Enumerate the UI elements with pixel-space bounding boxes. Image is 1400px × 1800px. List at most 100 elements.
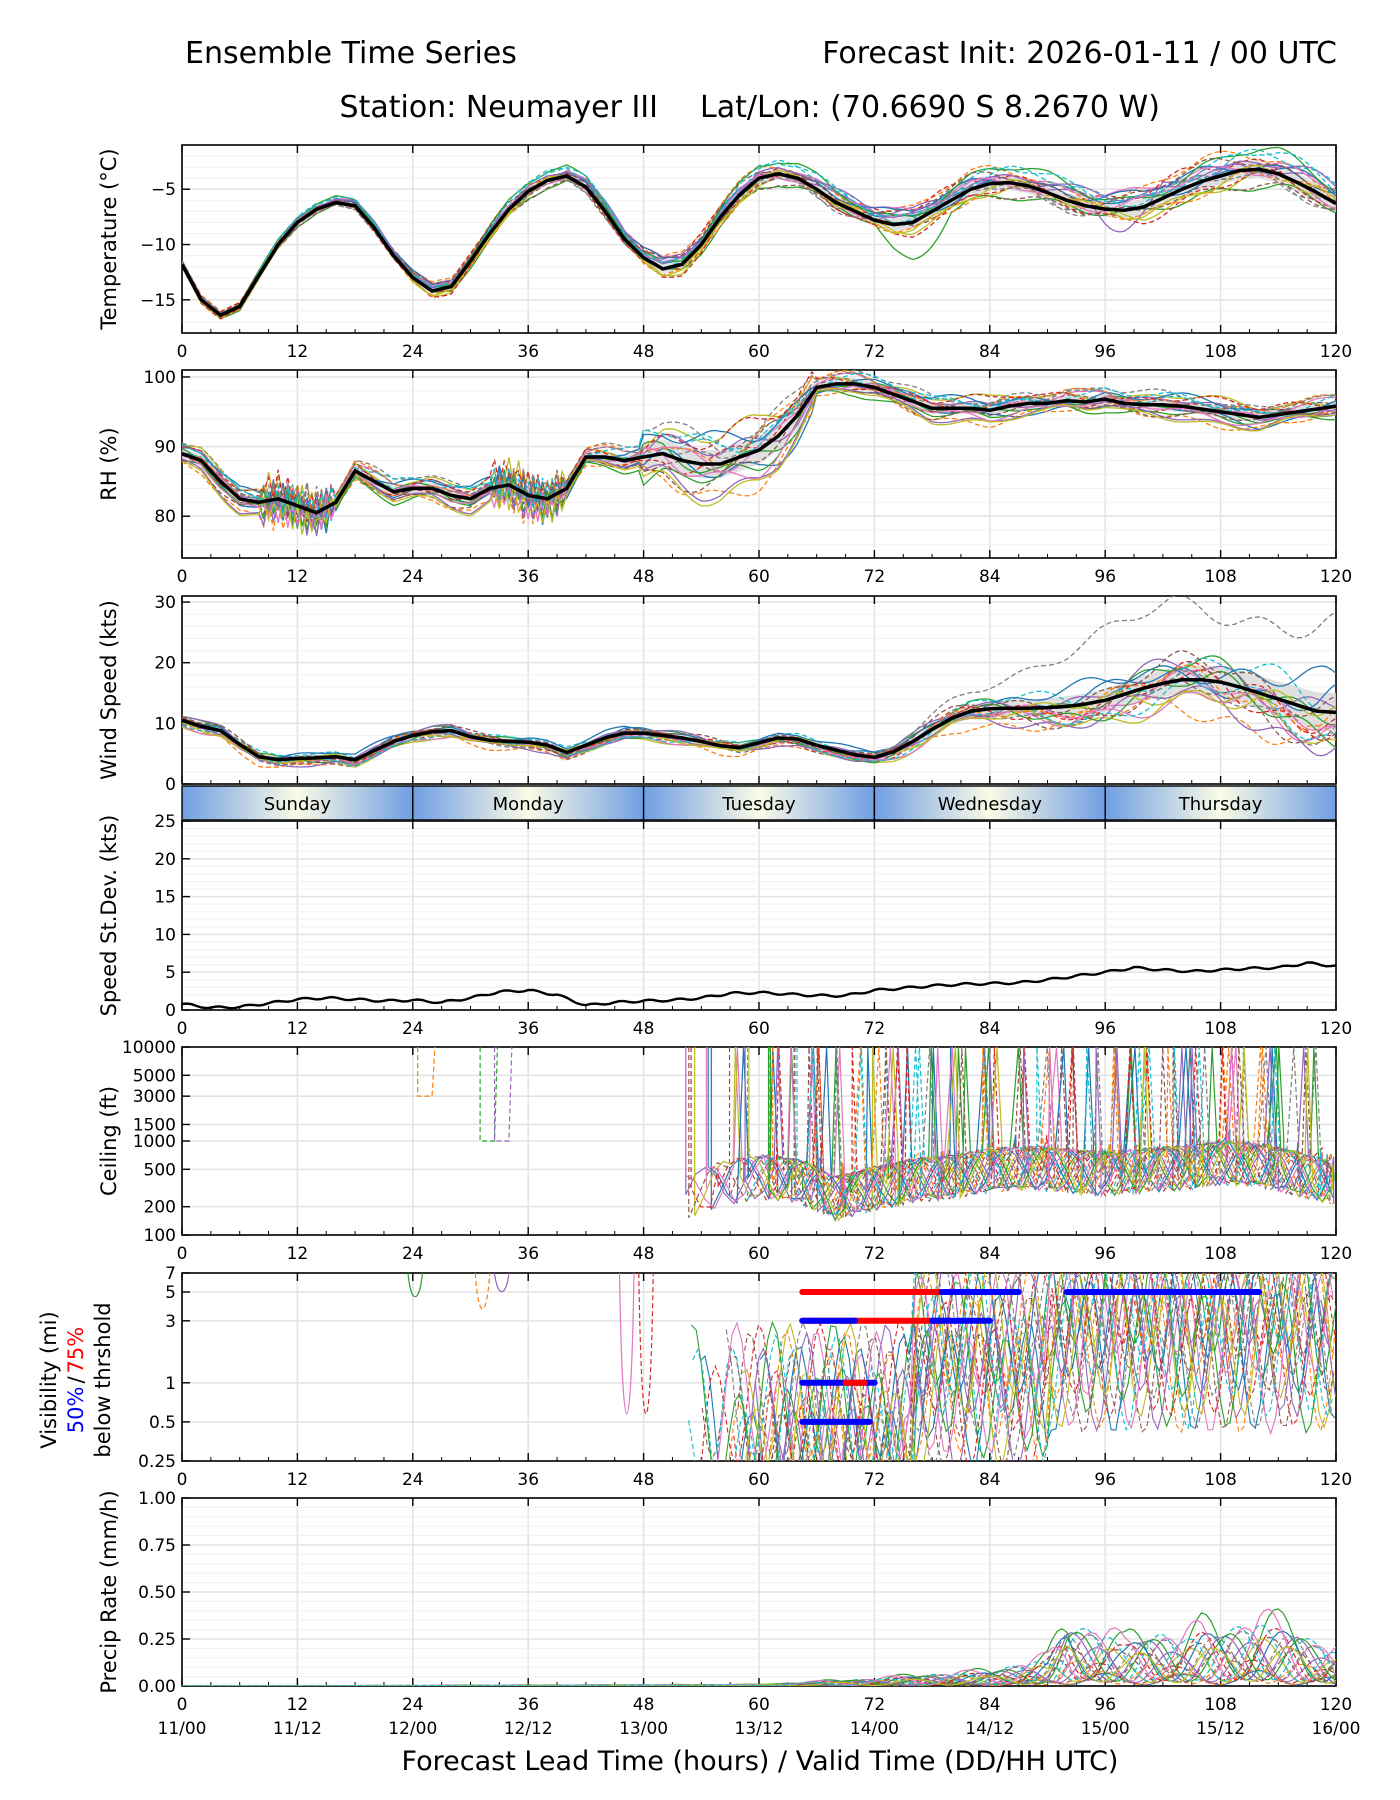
ceiling-member-line [705, 1047, 1328, 1212]
ceiling-member-line [748, 1047, 1334, 1222]
spread-band [182, 160, 1336, 318]
ensemble-member-line [182, 150, 1336, 312]
ensemble-member-line [182, 168, 1336, 320]
x-tick-label: 84 [979, 567, 1001, 587]
x-tick-label: 36 [517, 1695, 539, 1715]
precip-member-line [182, 1624, 1336, 1686]
y-tick-label: 90 [154, 438, 176, 458]
forecast-init: Forecast Init: 2026-01-11 / 00 UTC [822, 36, 1337, 71]
x-tick-label: 36 [517, 1244, 539, 1264]
y-axis-label: Temperature (°C) [97, 148, 121, 330]
y-axis-label: Ceiling (ft) [97, 1086, 121, 1196]
ensemble-mean-line [182, 167, 1336, 318]
visibility-member-line [407, 1273, 424, 1297]
y-tick-label: 10000 [122, 1038, 176, 1058]
x-tick-label: 60 [748, 567, 770, 587]
y-tick-label: 0 [165, 1001, 176, 1021]
visibility-ylabel-group: Visibility (mi) [37, 1311, 61, 1448]
x-tick-label-valid-time: 11/00 [158, 1719, 207, 1739]
x-tick-label: 72 [864, 1244, 886, 1264]
x-tick-label-valid-time: 15/12 [1196, 1719, 1245, 1739]
pct75-label: 75% [64, 1327, 88, 1374]
ensemble-member-line [182, 372, 1336, 519]
ceiling-member-line [793, 1047, 1333, 1211]
x-tick-label: 108 [1204, 1019, 1236, 1039]
svg-text:50%/75%: 50% / 75% [64, 1327, 88, 1433]
ceiling-member-line [794, 1047, 1331, 1218]
ensemble-member-line [182, 152, 1336, 315]
x-tick-label: 48 [633, 1244, 655, 1264]
ensemble-member-line [182, 664, 1336, 764]
y-tick-label: 3 [165, 1312, 176, 1332]
x-tick-label: 108 [1204, 1244, 1236, 1264]
x-tick-label: 84 [979, 1244, 1001, 1264]
ensemble-member-line [182, 665, 1336, 759]
y-tick-label: 0.75 [138, 1536, 176, 1556]
x-tick-label: 96 [1094, 1244, 1116, 1264]
x-tick-label: 48 [633, 567, 655, 587]
x-tick-label-valid-time: 14/12 [965, 1719, 1014, 1739]
x-tick-label: 0 [177, 1695, 188, 1715]
ensemble-member-line [182, 388, 1336, 536]
ensemble-member-line [182, 688, 1336, 765]
x-tick-label: 0 [177, 1470, 188, 1490]
visibility-member-line [701, 1273, 1336, 1461]
y-tick-label: 1.00 [138, 1489, 176, 1509]
ensemble-member-line [182, 670, 1336, 766]
visibility-member-line [788, 1273, 1336, 1461]
day-label: Monday [493, 794, 564, 815]
temperature-panel: −15 −10 −5 0 12 24 36 48 60 72 84 96 108 120 Temperatu… [97, 144, 1352, 362]
y-tick-label: 10 [154, 925, 176, 945]
x-tick-label: 60 [748, 1695, 770, 1715]
ensemble-mean-line [182, 677, 1336, 762]
ensemble-member-line [182, 383, 1336, 528]
day-label: Thursday [1178, 794, 1263, 815]
visibility-panel: 0.25 0.5 1 3 57 0 12 24 36 48 60 72 84 96 108 120 [138, 1264, 1352, 1490]
x-tick-label: 72 [864, 1019, 886, 1039]
wind-speed-panel: 0 10 20 30 Wind Speed (kts) [97, 593, 1337, 795]
stdev-line [181, 961, 1337, 1010]
ceiling-members [417, 1047, 1335, 1223]
x-tick-label: 0 [177, 567, 188, 587]
ensemble-layer [182, 146, 1336, 320]
ceiling-member-line [690, 1047, 1328, 1214]
y-tick-label: 30 [154, 593, 176, 613]
day-label: Tuesday [721, 794, 796, 815]
y-tick-label: 5000 [133, 1066, 176, 1086]
y-tick-label: 1500 [133, 1115, 176, 1135]
x-tick-label: 84 [979, 1470, 1001, 1490]
y-tick-label: 100 [144, 368, 176, 388]
visibility-member-line [690, 1273, 1336, 1461]
x-tick-label: 36 [517, 1019, 539, 1039]
x-tick-label: 72 [864, 342, 886, 362]
x-tick-label: 48 [633, 1019, 655, 1039]
ensemble-member-line [182, 385, 1336, 526]
visibility-members [407, 1273, 1336, 1461]
x-tick-label: 24 [402, 567, 424, 587]
visibility-member-line [688, 1273, 1332, 1461]
y-tick-label: −5 [151, 180, 176, 200]
ensemble-member-line [182, 171, 1336, 316]
ceiling-member-line [493, 1047, 513, 1142]
day-label: Sunday [264, 794, 332, 815]
x-tick-label-valid-time: 13/00 [619, 1719, 668, 1739]
x-tick-label: 120 [1320, 567, 1352, 587]
x-tick-label-valid-time: 12/12 [504, 1719, 553, 1739]
y-tick-label: 200 [144, 1198, 176, 1218]
y-tick-label: 100 [144, 1226, 176, 1246]
day-cell [642, 785, 876, 821]
y-tick-label: 5 [165, 963, 176, 983]
y-tick-label: 3000 [133, 1087, 176, 1107]
y-tick-label: 500 [144, 1160, 176, 1180]
x-tick-label: 120 [1320, 1470, 1352, 1490]
x-tick-label: 84 [979, 1695, 1001, 1715]
y-tick-label: 0.25 [138, 1630, 176, 1650]
ceiling-member-line [746, 1047, 1329, 1215]
ceiling-member-line [479, 1047, 499, 1142]
ceiling-member-line [728, 1047, 1331, 1221]
day-cell [181, 785, 414, 821]
day-cell [873, 785, 1106, 821]
y-tick-label: 15 [154, 888, 176, 908]
visibility-threshold-label2: below thrshold [91, 1302, 115, 1457]
x-tick-label: 120 [1320, 1244, 1352, 1264]
